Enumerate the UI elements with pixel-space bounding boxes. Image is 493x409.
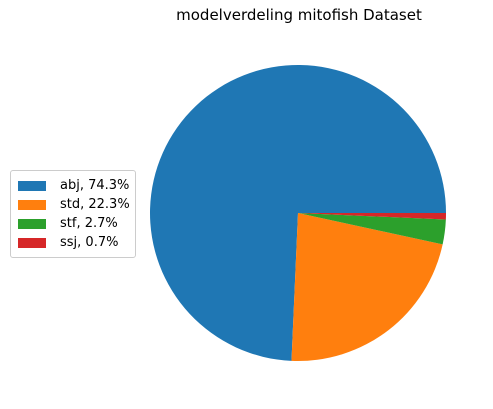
legend-swatch-abj bbox=[18, 181, 46, 191]
legend-label-ssj: ssj, 0.7% bbox=[60, 235, 119, 250]
pie-slice-std bbox=[291, 213, 443, 362]
legend-swatch-ssj bbox=[18, 238, 46, 248]
pie-slice-abj bbox=[150, 65, 446, 361]
legend-label-stf: stf, 2.7% bbox=[60, 216, 118, 231]
chart-title: modelverdeling mitofish Dataset bbox=[176, 6, 422, 24]
legend-label-abj: abj, 74.3% bbox=[60, 178, 130, 193]
legend: abj, 74.3% std, 22.3% stf, 2.7% ssj, 0.7… bbox=[10, 170, 136, 258]
legend-swatch-stf bbox=[18, 219, 46, 229]
legend-swatch-std bbox=[18, 200, 46, 210]
pie-slice-ssj bbox=[298, 213, 447, 220]
legend-label-std: std, 22.3% bbox=[60, 197, 130, 212]
pie-slice-stf bbox=[298, 213, 446, 245]
